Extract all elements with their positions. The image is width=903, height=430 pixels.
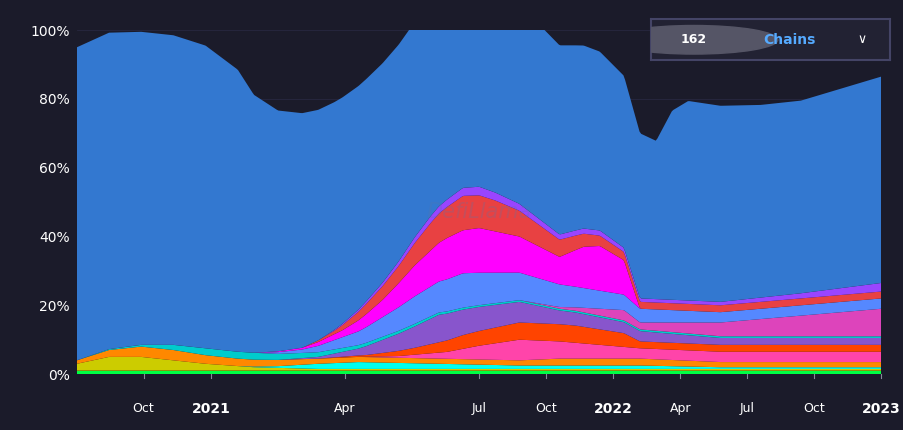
Text: Jul: Jul: [471, 402, 486, 415]
Text: DefiLlama: DefiLlama: [426, 203, 531, 222]
Text: ∨: ∨: [856, 33, 865, 46]
Text: 162: 162: [680, 33, 706, 46]
Circle shape: [610, 25, 777, 54]
Text: Apr: Apr: [333, 402, 355, 415]
Text: Jul: Jul: [739, 402, 754, 415]
Text: 2021: 2021: [191, 402, 230, 416]
Text: Oct: Oct: [535, 402, 556, 415]
Text: 2022: 2022: [593, 402, 632, 416]
Text: 2023: 2023: [861, 402, 899, 416]
Text: Oct: Oct: [133, 402, 154, 415]
Text: Chains: Chains: [763, 33, 815, 47]
Text: Apr: Apr: [669, 402, 690, 415]
Text: Oct: Oct: [802, 402, 824, 415]
